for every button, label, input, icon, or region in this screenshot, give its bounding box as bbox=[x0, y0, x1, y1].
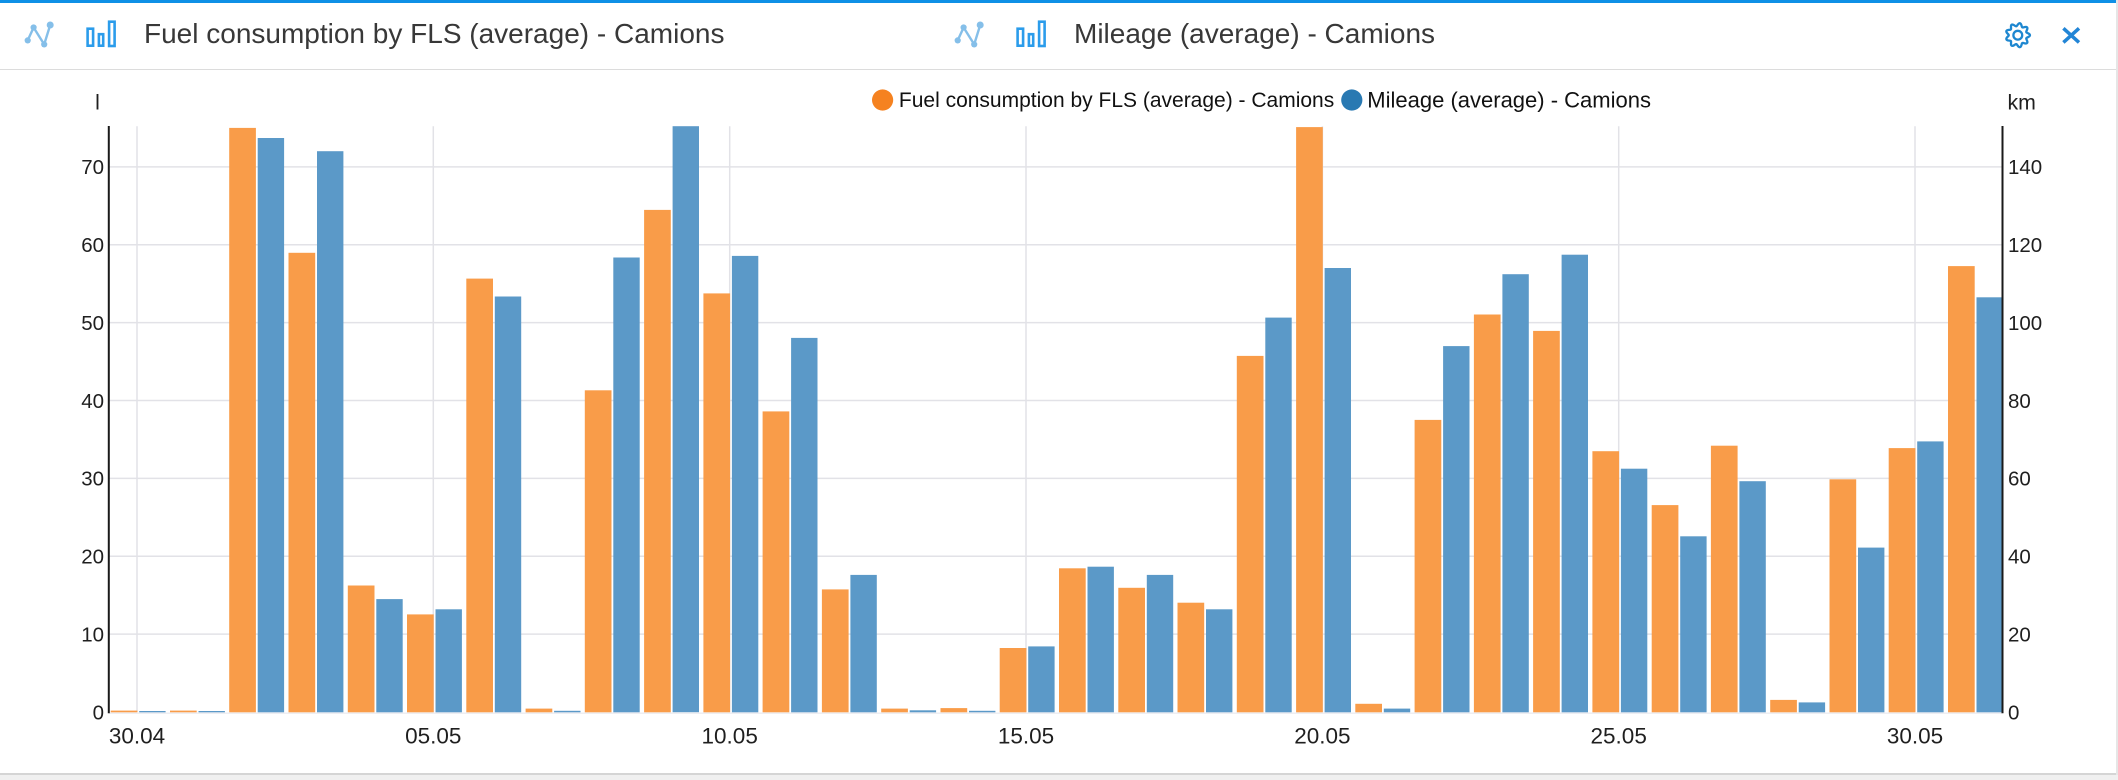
svg-text:50: 50 bbox=[81, 312, 104, 335]
svg-text:25.05: 25.05 bbox=[1591, 723, 1647, 748]
svg-text:20.05: 20.05 bbox=[1294, 723, 1350, 748]
svg-text:20: 20 bbox=[81, 546, 104, 569]
svg-text:l: l bbox=[95, 91, 100, 115]
svg-text:60: 60 bbox=[81, 234, 104, 257]
svg-text:60: 60 bbox=[2008, 468, 2031, 491]
svg-text:km: km bbox=[2008, 91, 2036, 115]
svg-text:40: 40 bbox=[2008, 546, 2031, 569]
svg-text:Fuel consumption by FLS (avera: Fuel consumption by FLS (average) - Cami… bbox=[899, 89, 1334, 112]
svg-text:30.04: 30.04 bbox=[109, 723, 165, 748]
svg-text:40: 40 bbox=[81, 390, 104, 413]
svg-text:10.05: 10.05 bbox=[702, 723, 758, 748]
svg-text:80: 80 bbox=[2008, 390, 2031, 413]
svg-text:15.05: 15.05 bbox=[998, 723, 1054, 748]
svg-text:120: 120 bbox=[2008, 234, 2042, 257]
svg-text:140: 140 bbox=[2008, 156, 2042, 179]
svg-text:20: 20 bbox=[2008, 623, 2031, 646]
svg-text:0: 0 bbox=[93, 701, 104, 724]
svg-text:100: 100 bbox=[2008, 312, 2042, 335]
svg-text:30: 30 bbox=[81, 468, 104, 491]
svg-text:30.05: 30.05 bbox=[1887, 723, 1943, 748]
svg-text:Mileage (average) - Camions: Mileage (average) - Camions bbox=[1367, 87, 1651, 112]
svg-text:10: 10 bbox=[81, 623, 104, 646]
svg-text:70: 70 bbox=[81, 156, 104, 179]
svg-text:05.05: 05.05 bbox=[405, 723, 461, 748]
svg-text:0: 0 bbox=[2008, 701, 2019, 724]
